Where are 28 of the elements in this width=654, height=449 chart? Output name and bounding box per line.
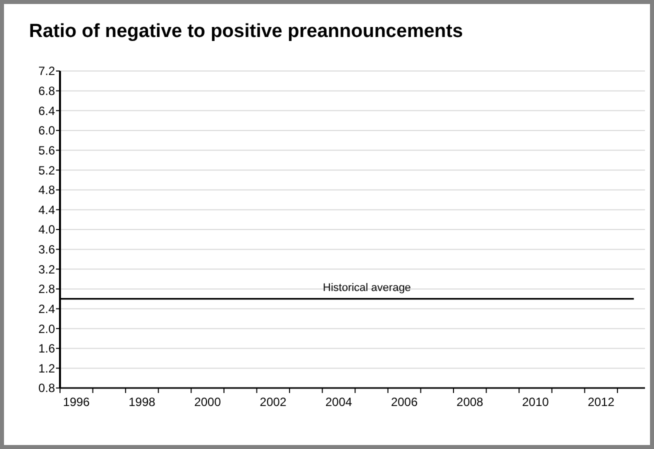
y-tick-label: 4.4 [38, 202, 56, 217]
y-tick-label: 6.8 [38, 84, 56, 98]
x-tick-label: 2006 [390, 395, 418, 409]
x-tick-label: 2000 [194, 395, 222, 409]
y-tick-label: 6.4 [38, 104, 56, 118]
y-tick-label: 3.6 [38, 242, 56, 257]
y-tick-label: 2.0 [38, 322, 56, 336]
y-tick-label: 4.8 [38, 183, 56, 198]
x-tick-label: 2008 [456, 395, 484, 409]
y-tick-label: 1.2 [38, 361, 56, 376]
y-tick-label: 2.8 [38, 282, 56, 296]
y-tick-label: 6.0 [38, 124, 56, 138]
x-tick-label: 2004 [325, 395, 352, 409]
chart-title: Ratio of negative to positive preannouncements [29, 21, 463, 42]
y-tick-label: 2.4 [38, 302, 56, 316]
y-tick-label: 4.0 [38, 222, 56, 237]
series-label: Historical average [322, 282, 411, 294]
x-tick-label: 2010 [522, 395, 550, 409]
y-tick-label: 3.2 [38, 262, 56, 276]
y-tick-label: 7.2 [38, 64, 56, 78]
y-tick-label: 1.6 [38, 342, 56, 356]
x-tick-label: 2012 [588, 395, 615, 409]
y-tick-label: 0.8 [38, 381, 56, 396]
x-tick-label: 2002 [260, 395, 287, 409]
y-tick-label: 5.2 [38, 163, 56, 178]
x-tick-label: 1996 [63, 395, 90, 409]
y-tick-label: 5.6 [38, 143, 56, 158]
x-tick-label: 1998 [128, 395, 156, 409]
